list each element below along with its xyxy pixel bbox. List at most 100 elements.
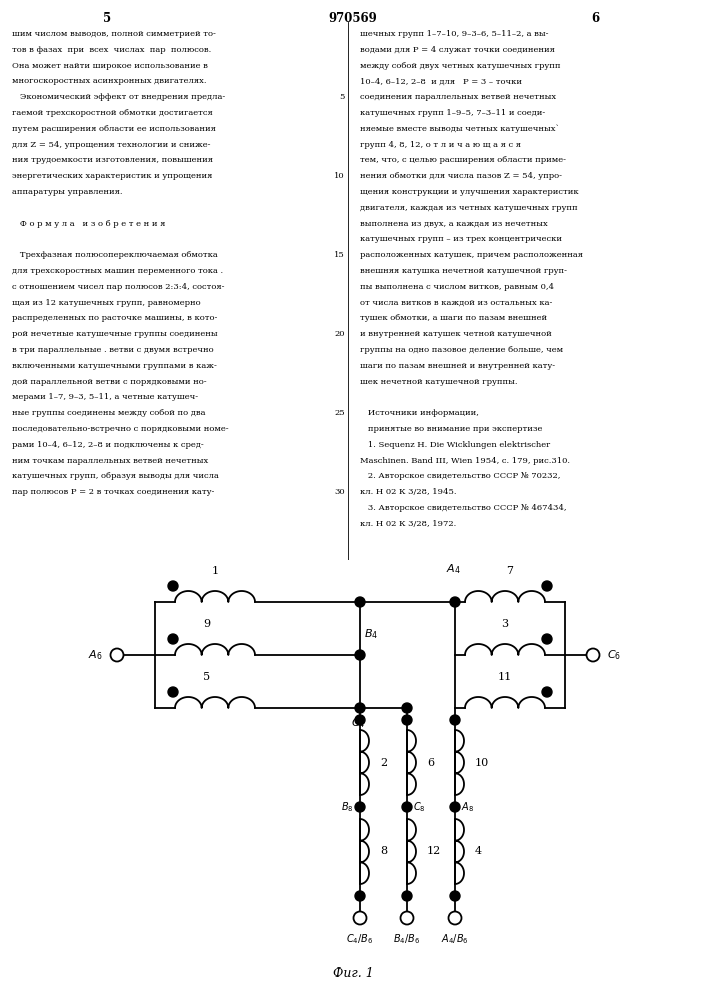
Text: Maschinen. Band III, Wien 1954, с. 179, рис.310.: Maschinen. Band III, Wien 1954, с. 179, …: [360, 457, 570, 465]
Text: Фиг. 1: Фиг. 1: [332, 967, 373, 980]
Circle shape: [355, 597, 365, 607]
Text: рами 10–4, 6–12, 2–8 и подключены к сред-: рами 10–4, 6–12, 2–8 и подключены к сред…: [12, 441, 204, 449]
Text: расположенных катушек, причем расположенная: расположенных катушек, причем расположен…: [360, 251, 583, 259]
Text: дой параллельной ветви с порядковыми но-: дой параллельной ветви с порядковыми но-: [12, 378, 206, 386]
Text: щая из 12 катушечных групп, равномерно: щая из 12 катушечных групп, равномерно: [12, 299, 201, 307]
Text: 5: 5: [339, 93, 345, 101]
Text: между собой двух четных катушечных групп: между собой двух четных катушечных групп: [360, 62, 561, 70]
Text: от числа витков в каждой из остальных ка-: от числа витков в каждой из остальных ка…: [360, 299, 552, 307]
Circle shape: [450, 715, 460, 725]
Text: тушек обмотки, а шаги по пазам внешней: тушек обмотки, а шаги по пазам внешней: [360, 314, 547, 322]
Circle shape: [355, 715, 365, 725]
Text: 3: 3: [501, 619, 508, 629]
Text: 12: 12: [427, 846, 441, 856]
Circle shape: [542, 581, 552, 591]
Circle shape: [448, 912, 462, 924]
Text: 9: 9: [204, 619, 211, 629]
Text: $B_4$: $B_4$: [364, 627, 378, 641]
Text: шечных групп 1–7–10, 9–3–6, 5–11–2, а вы-: шечных групп 1–7–10, 9–3–6, 5–11–2, а вы…: [360, 30, 549, 38]
Text: аппаратуры управления.: аппаратуры управления.: [12, 188, 122, 196]
Text: катушечных групп – из трех концентрически: катушечных групп – из трех концентрическ…: [360, 235, 562, 243]
Text: $A_4/B_6$: $A_4/B_6$: [441, 932, 469, 946]
Text: шим числом выводов, полной симметрией то-: шим числом выводов, полной симметрией то…: [12, 30, 216, 38]
Text: 1. Sequenz H. Die Wicklungen elektrischer: 1. Sequenz H. Die Wicklungen elektrische…: [360, 441, 550, 449]
Circle shape: [542, 687, 552, 697]
Circle shape: [168, 687, 178, 697]
Circle shape: [402, 802, 412, 812]
Circle shape: [354, 912, 366, 924]
Text: 8: 8: [380, 846, 387, 856]
Text: последовательно-встречно с порядковыми номе-: последовательно-встречно с порядковыми н…: [12, 425, 228, 433]
Text: $B_4/B_6$: $B_4/B_6$: [393, 932, 421, 946]
Text: 7: 7: [506, 566, 513, 576]
Text: тем, что, с целью расширения области приме-: тем, что, с целью расширения области при…: [360, 156, 566, 164]
Text: $A_6$: $A_6$: [88, 648, 103, 662]
Text: гаемой трехскоростной обмотки достигается: гаемой трехскоростной обмотки достигаетс…: [12, 109, 213, 117]
Text: с отношением чисел пар полюсов 2:3:4, состоя-: с отношением чисел пар полюсов 2:3:4, со…: [12, 283, 225, 291]
Text: Ф о р м у л а   и з о б р е т е н и я: Ф о р м у л а и з о б р е т е н и я: [12, 220, 165, 228]
Circle shape: [355, 891, 365, 901]
Text: $C_4$: $C_4$: [351, 716, 365, 730]
Circle shape: [400, 912, 414, 924]
Text: выполнена из двух, а каждая из нечетных: выполнена из двух, а каждая из нечетных: [360, 220, 548, 228]
Text: 10–4, 6–12, 2–8  и для   Р = 3 – точки: 10–4, 6–12, 2–8 и для Р = 3 – точки: [360, 77, 522, 85]
Text: 20: 20: [334, 330, 345, 338]
Text: 6: 6: [591, 12, 599, 25]
Text: 30: 30: [334, 488, 345, 496]
Circle shape: [450, 802, 460, 812]
Text: 15: 15: [334, 251, 345, 259]
Text: 1: 1: [211, 566, 218, 576]
Text: $A_4$: $A_4$: [445, 562, 460, 576]
Text: 10: 10: [475, 758, 489, 768]
Text: для трехскоростных машин переменного тока .: для трехскоростных машин переменного ток…: [12, 267, 223, 275]
Text: соединения параллельных ветвей нечетных: соединения параллельных ветвей нечетных: [360, 93, 556, 101]
Text: 5: 5: [204, 672, 211, 682]
Text: 970569: 970569: [329, 12, 378, 25]
Circle shape: [355, 650, 365, 660]
Text: $C_8$: $C_8$: [413, 800, 426, 814]
Text: $A_8$: $A_8$: [461, 800, 474, 814]
Text: двигателя, каждая из четных катушечных групп: двигателя, каждая из четных катушечных г…: [360, 204, 578, 212]
Text: ним точкам параллельных ветвей нечетных: ним точкам параллельных ветвей нечетных: [12, 457, 209, 465]
Circle shape: [402, 715, 412, 725]
Text: ные группы соединены между собой по два: ные группы соединены между собой по два: [12, 409, 206, 417]
Text: 2: 2: [380, 758, 387, 768]
Text: 6: 6: [427, 758, 434, 768]
Text: распределенных по расточке машины, в кото-: распределенных по расточке машины, в кот…: [12, 314, 217, 322]
Circle shape: [355, 703, 365, 713]
Text: щения конструкции и улучшения характеристик: щения конструкции и улучшения характерис…: [360, 188, 578, 196]
Circle shape: [450, 891, 460, 901]
Text: рой нечетные катушечные группы соединены: рой нечетные катушечные группы соединены: [12, 330, 218, 338]
Text: в три параллельные . ветви с двумя встречно: в три параллельные . ветви с двумя встре…: [12, 346, 214, 354]
Text: пар полюсов Р = 2 в точках соединения кату-: пар полюсов Р = 2 в точках соединения ка…: [12, 488, 214, 496]
Text: включенными катушечными группами в каж-: включенными катушечными группами в каж-: [12, 362, 217, 370]
Text: 25: 25: [334, 409, 345, 417]
Text: 10: 10: [334, 172, 345, 180]
Text: Она может найти широкое использование в: Она может найти широкое использование в: [12, 62, 208, 70]
Text: внешняя катушка нечетной катушечной груп-: внешняя катушка нечетной катушечной груп…: [360, 267, 567, 275]
Text: пы выполнена с числом витков, равным 0,4: пы выполнена с числом витков, равным 0,4: [360, 283, 554, 291]
Text: 3. Авторское свидетельство СССР № 467434,: 3. Авторское свидетельство СССР № 467434…: [360, 504, 566, 512]
Text: кл. Н 02 К 3/28, 1945.: кл. Н 02 К 3/28, 1945.: [360, 488, 457, 496]
Text: многоскоростных асинхронных двигателях.: многоскоростных асинхронных двигателях.: [12, 77, 206, 85]
Text: водами для Р = 4 служат точки соединения: водами для Р = 4 служат точки соединения: [360, 46, 555, 54]
Circle shape: [168, 634, 178, 644]
Text: 11: 11: [498, 672, 512, 682]
Text: для Z = 54, упрощения технологии и сниже-: для Z = 54, упрощения технологии и сниже…: [12, 141, 211, 149]
Text: Трехфазная полюсопереключаемая обмотка: Трехфазная полюсопереключаемая обмотка: [12, 251, 218, 259]
Text: Источники информации,: Источники информации,: [360, 409, 479, 417]
Text: путем расширения области ее использования: путем расширения области ее использовани…: [12, 125, 216, 133]
Circle shape: [402, 891, 412, 901]
Circle shape: [587, 648, 600, 662]
Text: катушечных групп 1–9–5, 7–3–11 и соеди-: катушечных групп 1–9–5, 7–3–11 и соеди-: [360, 109, 545, 117]
Text: катушечных групп, образуя выводы для числа: катушечных групп, образуя выводы для чис…: [12, 472, 219, 480]
Text: нения обмотки для числа пазов Z = 54, упро-: нения обмотки для числа пазов Z = 54, уп…: [360, 172, 562, 180]
Circle shape: [450, 597, 460, 607]
Text: $C_6$: $C_6$: [607, 648, 621, 662]
Circle shape: [402, 703, 412, 713]
Text: групп 4, 8, 12, о т л и ч а ю щ а я с я: групп 4, 8, 12, о т л и ч а ю щ а я с я: [360, 141, 521, 149]
Text: няемые вместе выводы четных катушечных`: няемые вместе выводы четных катушечных`: [360, 125, 560, 133]
Text: шек нечетной катушечной группы.: шек нечетной катушечной группы.: [360, 378, 518, 386]
Circle shape: [110, 648, 124, 662]
Text: $B_8$: $B_8$: [341, 800, 354, 814]
